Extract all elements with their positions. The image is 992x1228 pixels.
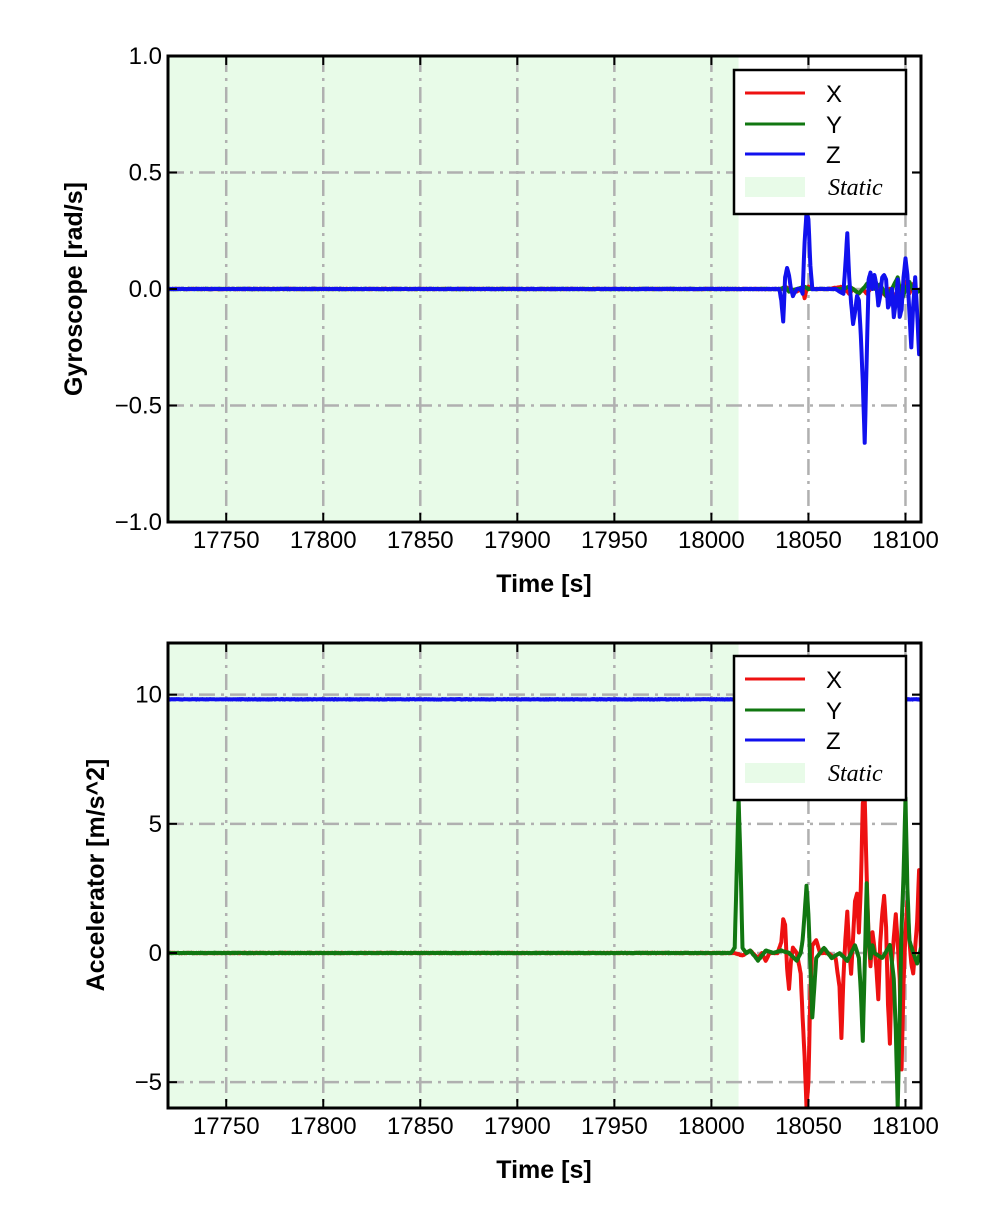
x-tick-label: 17800 <box>290 527 357 554</box>
gyroscope-chart: 17750 17800 17850 17900 17950 18000 18050 18100… <box>60 43 939 598</box>
y-tick-label: 1.0 <box>129 43 162 70</box>
x-tick-label: 18000 <box>678 527 745 554</box>
legend-label-z: Z <box>826 728 841 755</box>
x-tick-label: 18050 <box>775 527 842 554</box>
accelerometer-chart: 17750 17800 17850 17900 17950 18000 18050 18100… <box>82 641 939 1184</box>
series-line-z <box>168 210 921 445</box>
plot-frame <box>166 641 923 1110</box>
legend-patch-static <box>745 177 805 197</box>
ticks: 17750 17800 17850 17900 17950 18000 18050 18100… <box>135 643 939 1140</box>
legend: X Y Z Static <box>732 68 908 216</box>
x-tick-label: 17950 <box>581 1113 648 1140</box>
y-tick-label: −0.5 <box>115 393 162 420</box>
x-tick-label: 17950 <box>581 527 648 554</box>
y-tick-label: 5 <box>149 811 162 838</box>
x-tick-label: 17900 <box>484 1113 551 1140</box>
legend-label-x: X <box>826 667 842 694</box>
legend-label-y: Y <box>826 112 842 139</box>
y-tick-label: 0 <box>149 940 162 967</box>
x-tick-label: 18100 <box>872 1113 939 1140</box>
x-tick-label: 17900 <box>484 527 551 554</box>
x-tick-label: 18000 <box>678 1113 745 1140</box>
legend-label-static: Static <box>828 761 883 787</box>
x-tick-label: 18050 <box>775 1113 842 1140</box>
series-line-y <box>168 795 921 1108</box>
y-axis-label: Gyroscope [rad/s] <box>60 182 88 396</box>
legend-label-static: Static <box>828 175 883 201</box>
y-tick-label: 0.0 <box>129 276 162 303</box>
static-region-fill <box>168 643 739 1108</box>
y-axis-label: Accelerator [m/s^2] <box>82 759 110 992</box>
x-tick-label: 17850 <box>387 1113 454 1140</box>
y-tick-label: −1.0 <box>115 509 162 536</box>
legend: X Y Z Static <box>732 654 908 802</box>
x-tick-label: 17750 <box>193 1113 260 1140</box>
series-lines <box>168 210 921 445</box>
y-tick-label: 10 <box>135 682 162 709</box>
x-tick-label: 17800 <box>290 1113 357 1140</box>
legend-label-z: Z <box>826 142 841 169</box>
legend-label-x: X <box>826 81 842 108</box>
x-tick-label: 18100 <box>872 527 939 554</box>
legend-label-y: Y <box>826 698 842 725</box>
x-axis-label: Time [s] <box>496 1156 591 1184</box>
ticks: 17750 17800 17850 17900 17950 18000 18050 18100… <box>115 43 939 554</box>
y-tick-label: −5 <box>135 1069 162 1096</box>
x-tick-label: 17750 <box>193 527 260 554</box>
x-tick-label: 17850 <box>387 527 454 554</box>
legend-patch-static <box>745 763 805 783</box>
static-region <box>168 643 739 1108</box>
x-axis-label: Time [s] <box>496 570 591 598</box>
y-tick-label: 0.5 <box>129 160 162 187</box>
